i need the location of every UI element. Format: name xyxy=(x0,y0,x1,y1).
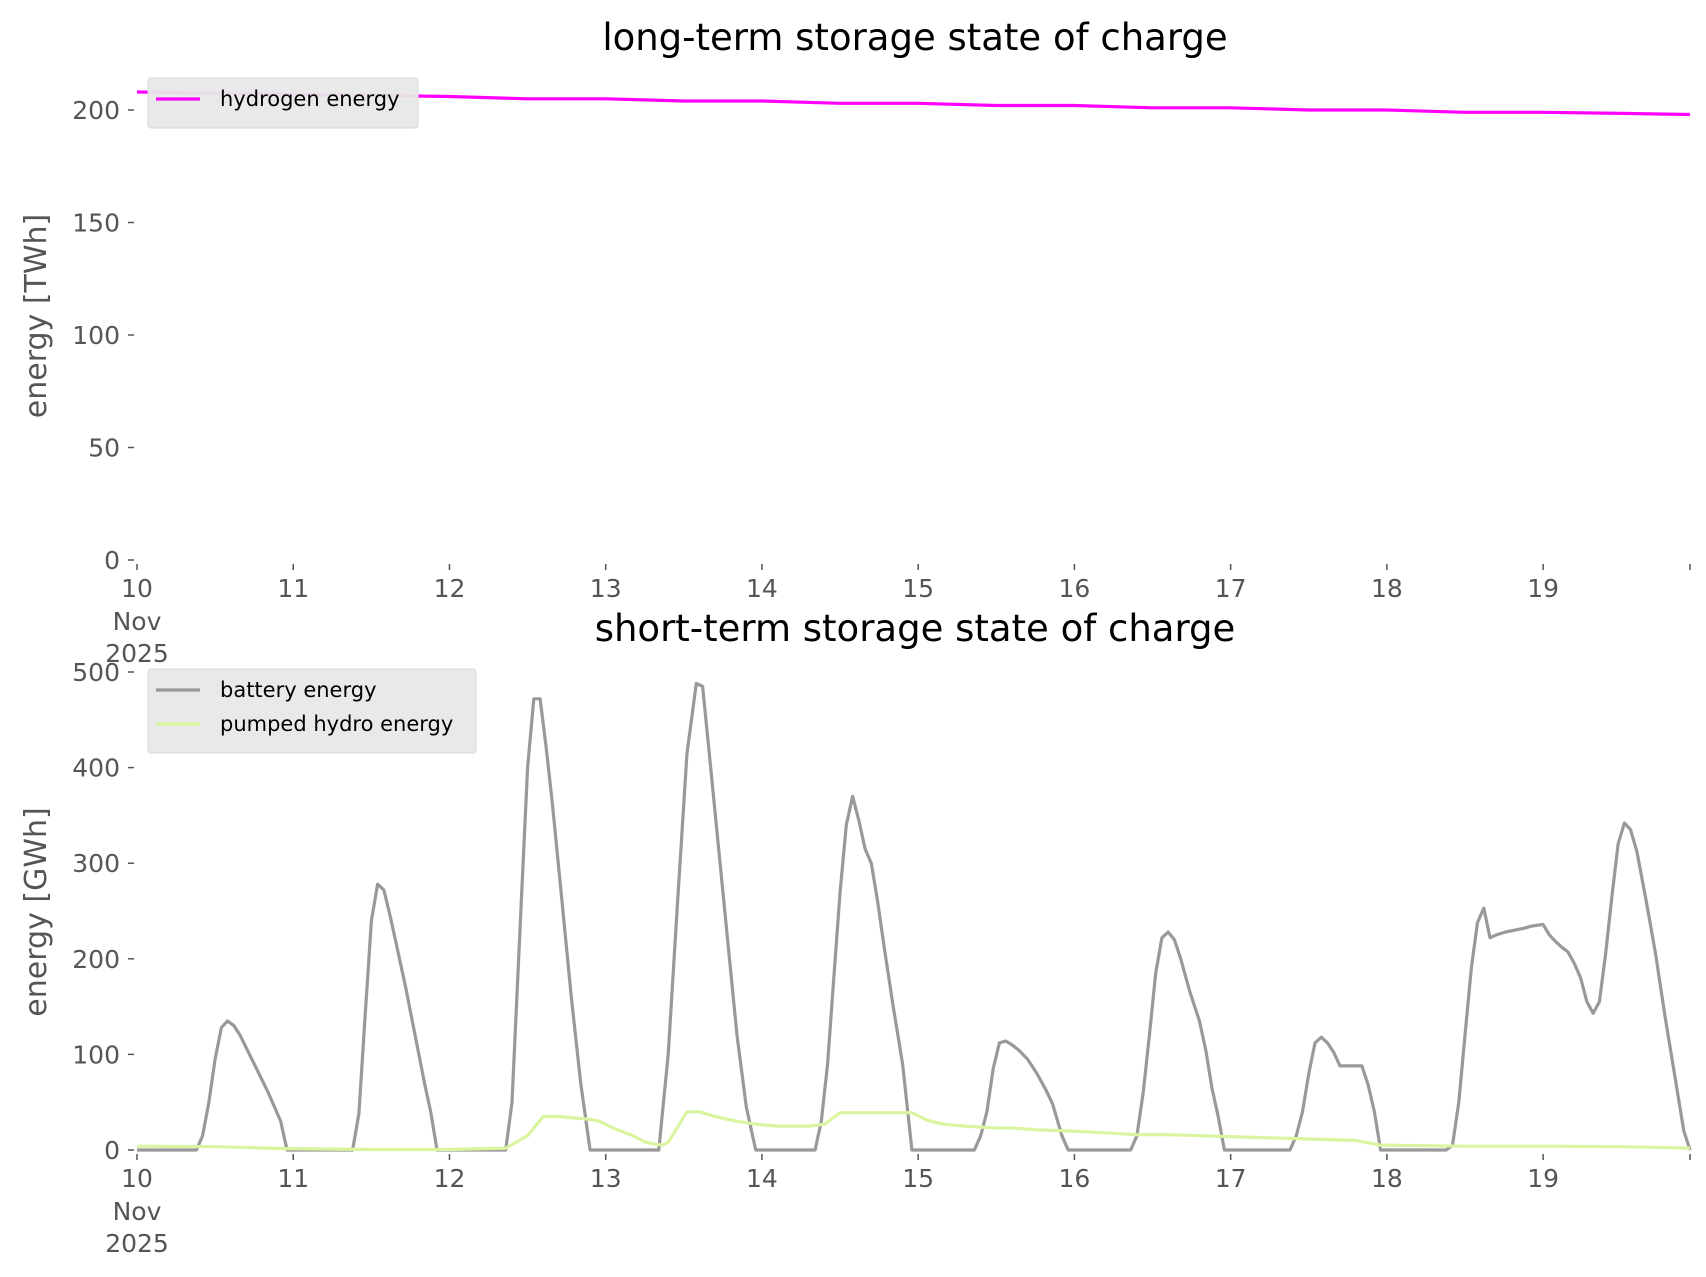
y-tick-label: 200 xyxy=(72,945,120,974)
x-tick-label: 16 xyxy=(1059,1164,1091,1193)
y-tick-label: 400 xyxy=(72,754,120,783)
x-tick-sublabel: 2025 xyxy=(105,639,169,668)
long-term-chart: long-term storage state of charge energy… xyxy=(19,16,1691,668)
series-line-battery-energy xyxy=(137,681,1692,1152)
y-ticks: 0 100 200 300 400 500 xyxy=(72,658,134,1165)
x-tick-label: 19 xyxy=(1527,574,1559,603)
y-axis-label: energy [GWh] xyxy=(19,807,54,1016)
legend: hydrogen energy xyxy=(147,77,419,129)
x-tick-label: 15 xyxy=(902,1164,934,1193)
y-tick-label: 500 xyxy=(72,658,120,687)
x-tick-label: 10 xyxy=(121,1164,153,1193)
series-line-pumped-hydro-energy xyxy=(136,1110,1691,1152)
x-ticks: 10 Nov 2025 11 12 13 14 15 16 17 18 19 xyxy=(105,1154,1691,1258)
series-lines xyxy=(136,681,1692,1152)
y-ticks: 0 50 100 150 200 xyxy=(72,96,134,575)
x-tick-label: 16 xyxy=(1059,574,1091,603)
legend-label: pumped hydro energy xyxy=(220,712,453,736)
legend-box xyxy=(147,77,419,129)
chart-title: long-term storage state of charge xyxy=(602,16,1227,59)
x-tick-sublabel: 2025 xyxy=(105,1229,169,1258)
legend-label: battery energy xyxy=(220,678,377,702)
x-tick-label: 14 xyxy=(746,1164,778,1193)
x-tick-label: 19 xyxy=(1527,1164,1559,1193)
x-tick-label: 14 xyxy=(746,574,778,603)
x-tick-label: 12 xyxy=(434,1164,466,1193)
y-tick-label: 300 xyxy=(72,849,120,878)
x-tick-label: 13 xyxy=(590,1164,622,1193)
y-tick-label: 0 xyxy=(104,546,120,575)
x-tick-label: 11 xyxy=(277,1164,309,1193)
x-tick-label: 15 xyxy=(902,574,934,603)
x-tick-label: 18 xyxy=(1371,574,1403,603)
y-tick-label: 0 xyxy=(104,1136,120,1165)
x-tick-label: 12 xyxy=(434,574,466,603)
x-tick-label: 10 xyxy=(121,574,153,603)
y-tick-label: 150 xyxy=(72,209,120,238)
legend-label: hydrogen energy xyxy=(220,87,400,111)
legend: battery energy pumped hydro energy xyxy=(147,668,477,754)
x-tick-label: 18 xyxy=(1371,1164,1403,1193)
x-tick-label: 17 xyxy=(1215,574,1247,603)
short-term-chart: short-term storage state of charge energ… xyxy=(19,607,1692,1258)
x-tick-label: 13 xyxy=(590,574,622,603)
x-tick-label: 17 xyxy=(1215,1164,1247,1193)
y-tick-label: 50 xyxy=(88,434,120,463)
y-tick-label: 100 xyxy=(72,321,120,350)
x-ticks: 10 Nov 2025 11 12 13 14 15 16 17 18 19 xyxy=(105,564,1691,668)
y-tick-label: 100 xyxy=(72,1040,120,1069)
x-tick-sublabel: Nov xyxy=(113,607,162,636)
x-tick-label: 11 xyxy=(277,574,309,603)
y-tick-label: 200 xyxy=(72,96,120,125)
y-axis-label: energy [TWh] xyxy=(19,214,54,418)
chart-title: short-term storage state of charge xyxy=(595,607,1236,650)
x-tick-sublabel: Nov xyxy=(113,1197,162,1226)
legend-box xyxy=(147,668,477,754)
